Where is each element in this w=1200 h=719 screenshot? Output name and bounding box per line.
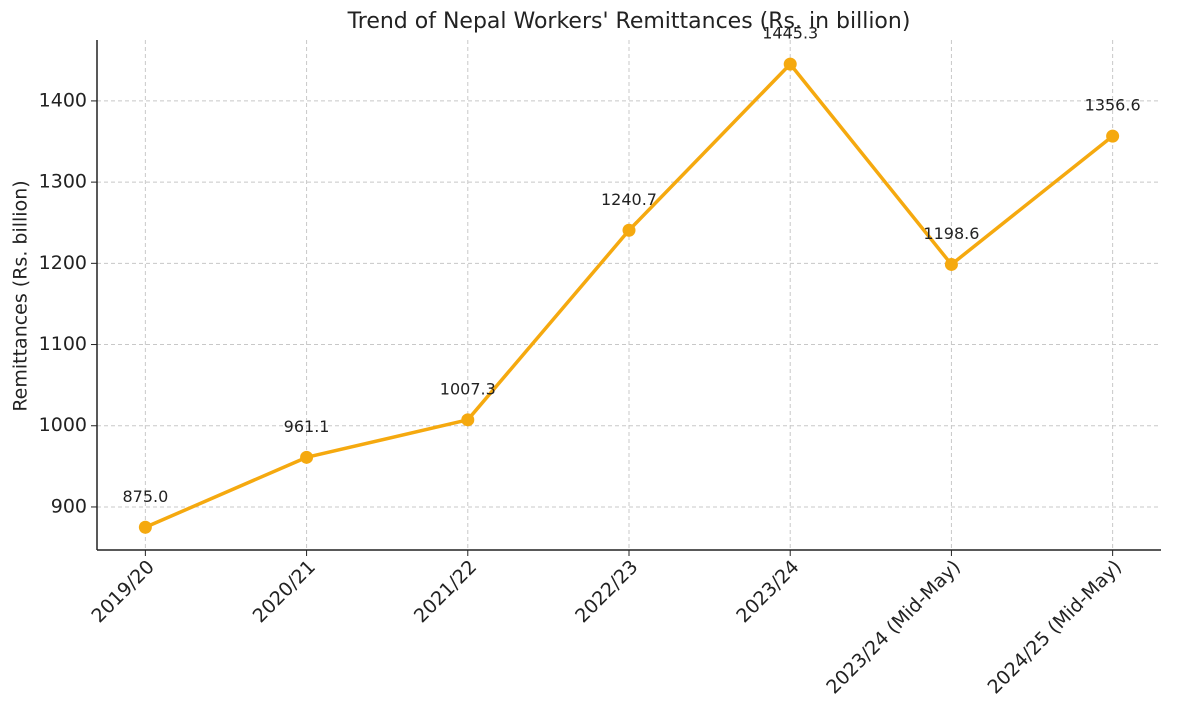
x-tick-label: 2024/25 (Mid-May) — [983, 556, 1126, 699]
y-tick-label: 1200 — [39, 252, 87, 274]
data-point — [944, 257, 958, 271]
data-point — [622, 223, 636, 237]
data-point — [783, 57, 797, 71]
data-label: 1356.6 — [1085, 96, 1141, 115]
data-label: 1240.7 — [601, 190, 657, 209]
data-point — [461, 413, 475, 427]
y-tick-label: 1400 — [39, 89, 87, 111]
data-label: 1007.3 — [440, 379, 496, 398]
data-label: 961.1 — [284, 417, 330, 436]
data-label: 1198.6 — [923, 224, 979, 243]
data-label: 875.0 — [122, 487, 168, 506]
y-tick-label: 1000 — [39, 414, 87, 436]
y-axis-label: Remittances (Rs. billion) — [10, 180, 32, 411]
data-point — [138, 520, 152, 534]
data-point — [1106, 129, 1120, 143]
data-label: 1445.3 — [762, 24, 818, 43]
x-tick-label: 2021/22 — [410, 556, 481, 627]
y-tick-label: 1300 — [39, 171, 87, 193]
x-tick-label: 2020/21 — [249, 556, 320, 627]
x-tick-label: 2022/23 — [571, 556, 642, 627]
x-tick-label: 2019/20 — [87, 556, 158, 627]
chart-title: Trend of Nepal Workers' Remittances (Rs.… — [347, 9, 911, 34]
x-tick-label: 2023/24 — [732, 556, 803, 627]
y-tick-label: 1100 — [39, 333, 87, 355]
x-tick-label: 2023/24 (Mid-May) — [822, 556, 965, 699]
y-tick-label: 900 — [51, 495, 87, 517]
data-point — [300, 450, 314, 464]
